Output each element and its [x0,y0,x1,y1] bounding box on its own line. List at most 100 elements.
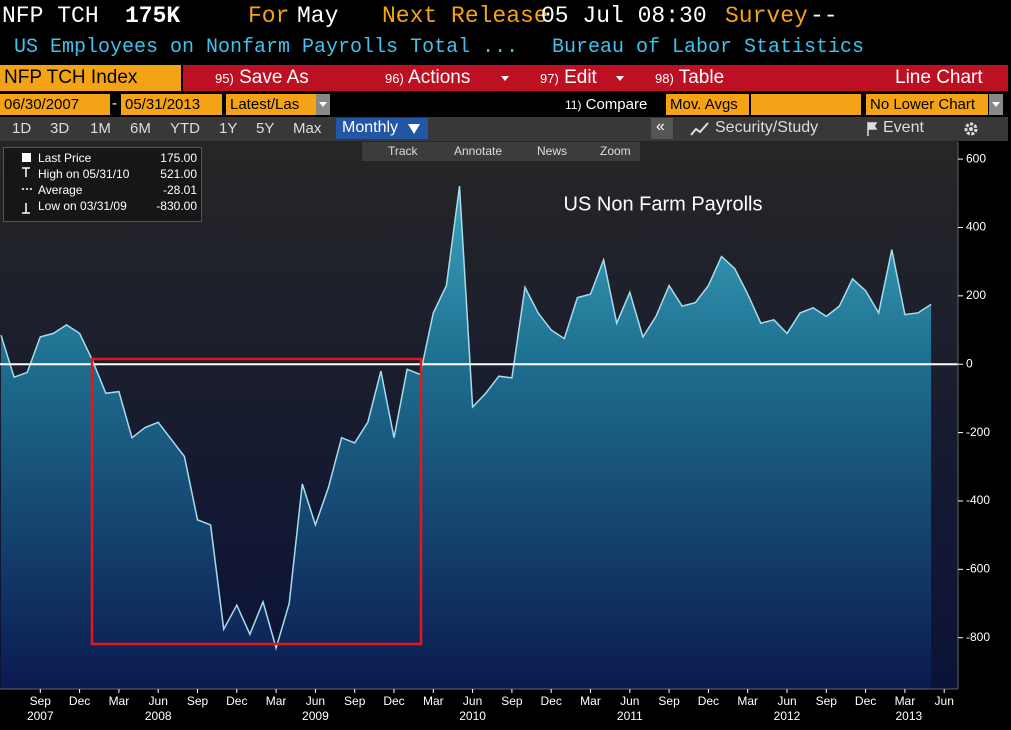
period[interactable]: Latest/Las [226,94,316,115]
dropdown[interactable] [316,94,330,115]
description: US Employees on Nonfarm Payrolls Total .… [14,36,519,59]
x-tick-label: Jun [620,694,639,708]
menu-item[interactable]: 96) Actions [385,67,470,89]
y-tick-label: 400 [966,220,986,234]
range-button[interactable]: YTD [170,120,200,137]
menu-num: 95) [215,71,234,86]
menu-label: Save As [239,67,309,88]
x-tick-label: Mar [266,694,287,708]
annotation: US Non Farm Payrolls [564,193,763,215]
dropdown-arrow [501,76,509,81]
compare-num: 11) [565,98,582,112]
x-tick-label: Dec [226,694,247,708]
dropdown-arrow [408,124,420,134]
x-tick-label: Sep [816,694,838,708]
menu-label: Table [678,67,725,88]
legend-label: High on 05/31/10 [38,167,130,181]
survey-label: Survey [725,3,808,29]
legend-label: Last Price [38,151,92,165]
end-date[interactable]: 05/31/2013 [121,94,222,115]
year-label: 2009 [302,709,329,723]
legend-value: 175.00 [160,151,197,165]
x-tick-label: Jun [149,694,168,708]
menu-num: 98) [655,71,674,86]
frequency-label: Monthly [342,119,399,136]
range-button[interactable]: Max [293,120,322,137]
lower-chart[interactable]: No Lower Chart [866,94,988,115]
collapse-label: « [656,118,665,135]
last-value: 175K [125,3,181,29]
security-box[interactable]: NFP TCH Index [0,65,181,91]
range-button[interactable]: 1Y [219,120,238,137]
legend-label: Average [38,183,83,197]
y-tick-label: -400 [966,493,990,507]
frequency[interactable]: Monthly [336,118,428,139]
x-tick-label: Sep [344,694,366,708]
menu-label: Edit [564,67,597,88]
start-date[interactable]: 06/30/2007 [0,94,110,115]
legend-label: Low on 03/31/09 [38,199,127,213]
tool[interactable]: Track [388,144,418,158]
legend-value: -830.00 [156,199,197,213]
menu-item[interactable]: 98) Table [655,67,724,89]
moving-averages[interactable]: Mov. Avgs [666,94,749,115]
collapse[interactable]: « [651,118,673,139]
y-tick-label: 600 [966,151,986,165]
axis-background [958,141,1011,689]
x-tick-label: Mar [109,694,130,708]
menu-num: 97) [540,71,559,86]
x-tick-label: Mar [423,694,444,708]
legend-value: 521.00 [160,167,197,181]
series-line [0,186,932,651]
chart-type[interactable]: Line Chart [895,67,983,88]
date-separator: - [112,95,117,112]
for-label: For [248,3,290,29]
tool[interactable]: Annotate [454,144,503,158]
event[interactable]: Event [883,119,924,136]
compare[interactable]: 11) Compare [565,96,647,113]
for-value: May [297,3,339,29]
study-icon [690,122,709,136]
tool[interactable]: News [537,144,568,158]
highlight-box [90,357,423,646]
x-tick-label: Jun [935,694,954,708]
next-release-value: 05 Jul 08:30 [541,3,707,29]
year-label: 2007 [27,709,54,723]
event-icon [867,122,878,136]
y-tick-label: -800 [966,630,990,644]
y-tick-label: 0 [966,356,973,370]
period-bar [0,117,1008,141]
compare-label: Compare [585,96,648,113]
x-tick-label: Sep [30,694,52,708]
range-button[interactable]: 1D [12,120,32,137]
x-tick-label: Dec [541,694,562,708]
y-tick-label: 200 [966,288,986,302]
security: NFP TCH Index [4,67,138,88]
x-tick-label: Mar [737,694,758,708]
x-tick-label: Jun [777,694,796,708]
x-tick-label: Sep [658,694,680,708]
study[interactable]: Security/Study [715,119,819,136]
x-tick-label: Sep [187,694,209,708]
year-label: 2011 [617,709,643,723]
moving-averages-input[interactable] [751,94,861,115]
x-tick-label: Dec [698,694,719,708]
x-tick-label: Sep [501,694,523,708]
y-tick-label: -600 [966,562,990,576]
area-fill [1,186,932,689]
menu-item[interactable]: 97) Edit [540,67,597,89]
menu-bar: 95) Save As 96) Actions 97) Edit 98) Tab… [183,65,1008,91]
range-button[interactable]: 6M [130,120,151,137]
dropdown[interactable] [989,94,1003,115]
range-button[interactable]: 1M [90,120,111,137]
settings-icon[interactable] [962,120,980,138]
survey-value: -- [810,3,838,29]
menu-item[interactable]: 95) Save As [215,67,309,89]
range-button[interactable]: 5Y [256,120,275,137]
x-tick-label: Jun [463,694,482,708]
tool[interactable]: Zoom [600,144,631,158]
year-label: 2013 [895,709,922,723]
legend: Last Price 175.00 High on 05/31/10 521.0… [3,147,202,222]
range-button[interactable]: 3D [50,120,70,137]
